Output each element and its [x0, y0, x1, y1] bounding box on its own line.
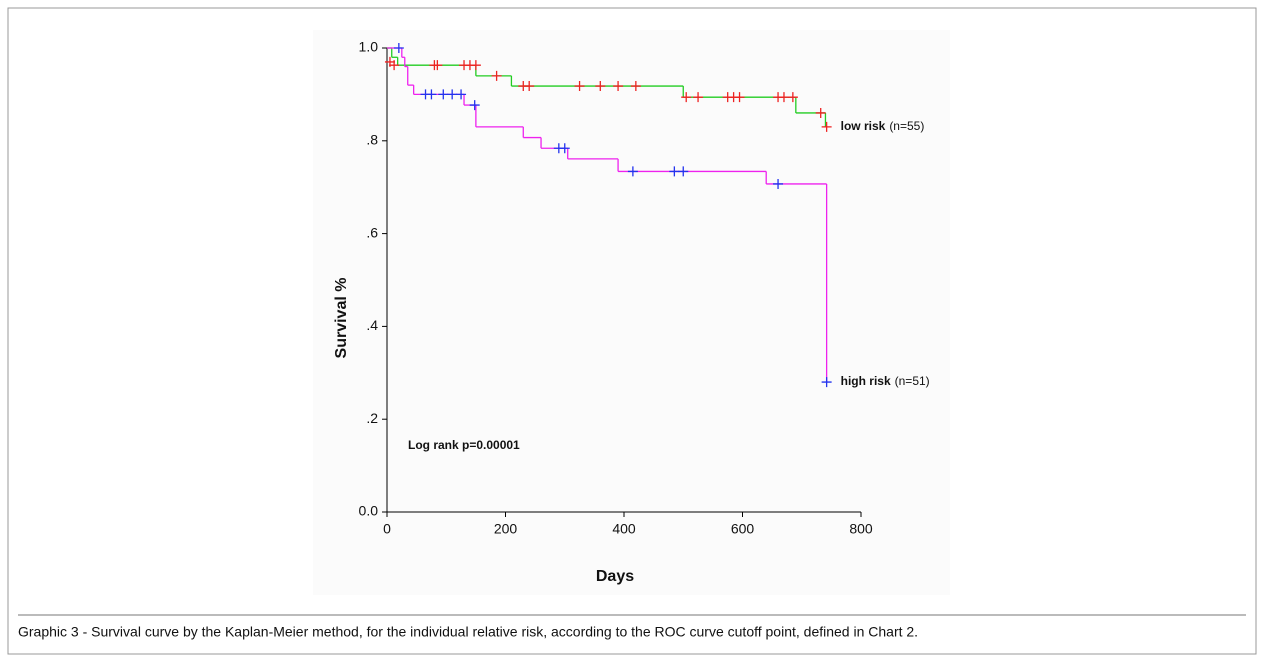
- y-axis-label: Survival %: [333, 278, 350, 359]
- caption: Graphic 3 - Survival curve by the Kaplan…: [18, 624, 918, 640]
- censor-mark: [821, 121, 832, 132]
- x-tick-label: 200: [494, 521, 518, 537]
- x-tick-label: 400: [612, 521, 636, 537]
- censor-mark: [778, 92, 789, 103]
- censor-mark: [574, 81, 585, 92]
- censor-mark: [389, 60, 400, 71]
- x-axis-label: Days: [596, 568, 634, 585]
- censor-mark: [447, 89, 458, 100]
- censor-mark: [595, 81, 606, 92]
- y-tick-label: .2: [366, 410, 378, 426]
- y-tick-label: 0.0: [359, 503, 379, 519]
- legend-count: (n=55): [889, 119, 924, 133]
- censor-mark: [470, 60, 481, 71]
- censor-mark: [613, 81, 624, 92]
- censor-mark: [678, 166, 689, 177]
- legend-name: high risk: [841, 374, 891, 388]
- censor-mark: [669, 166, 680, 177]
- legend-count: (n=51): [895, 374, 930, 388]
- x-tick-label: 0: [383, 521, 391, 537]
- y-tick-label: .4: [366, 317, 378, 333]
- censor-mark: [815, 107, 826, 118]
- x-tick-label: 800: [849, 521, 873, 537]
- censor-mark: [627, 166, 638, 177]
- y-tick-label: .6: [366, 224, 378, 240]
- censor-mark: [393, 43, 404, 53]
- censor-mark: [426, 89, 437, 100]
- censor-mark: [681, 92, 692, 103]
- y-tick-label: 1.0: [359, 39, 379, 55]
- censor-mark: [821, 377, 832, 388]
- legend-entry: high risk (n=51): [841, 374, 930, 388]
- censor-mark: [491, 70, 502, 81]
- censor-mark: [456, 89, 467, 100]
- censor-mark: [787, 92, 798, 103]
- censor-mark: [773, 178, 784, 189]
- x-tick-label: 600: [731, 521, 755, 537]
- censor-mark: [432, 60, 443, 71]
- censor-mark: [469, 100, 480, 111]
- censor-mark: [693, 92, 704, 103]
- censor-mark: [524, 81, 535, 92]
- censor-mark: [734, 92, 745, 103]
- censor-mark: [559, 143, 570, 154]
- censor-mark: [438, 89, 449, 100]
- legend-name: low risk: [841, 119, 886, 133]
- censor-mark: [630, 81, 641, 92]
- annotation: Log rank p=0.00001: [408, 438, 520, 452]
- legend-entry: low risk (n=55): [841, 119, 925, 133]
- plot-background: [313, 30, 950, 595]
- y-tick-label: .8: [366, 132, 378, 148]
